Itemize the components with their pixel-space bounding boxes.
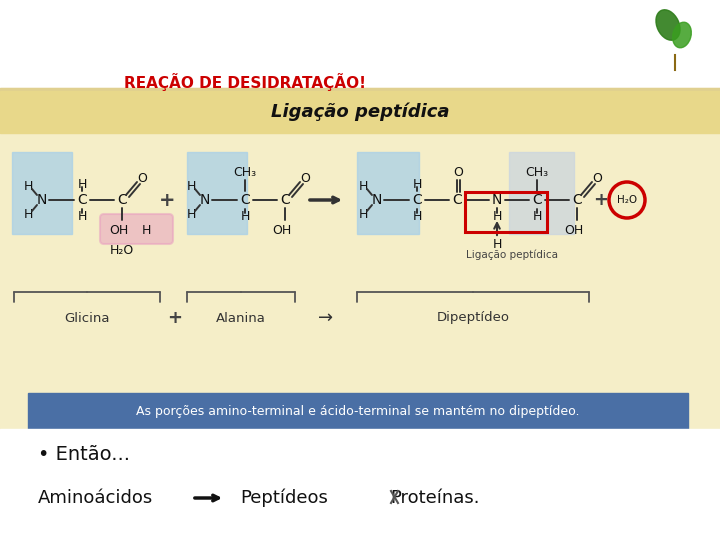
Ellipse shape [656,10,680,40]
Text: H: H [186,179,196,192]
Text: C: C [452,193,462,207]
Text: C: C [412,193,422,207]
Text: Alanina: Alanina [216,312,266,325]
Text: H: H [141,224,150,237]
Text: H: H [359,207,368,220]
Bar [0,91,720,133]
Text: Glicina: Glicina [64,312,109,325]
Bar [465,192,547,232]
Text: CH₃: CH₃ [526,165,549,179]
Bar [12,152,72,234]
Bar [0,429,720,540]
Text: As porções amino-terminal e ácido-terminal se mantém no dipeptídeo.: As porções amino-terminal e ácido-termin… [136,404,580,417]
Bar [509,152,574,234]
Text: C: C [572,193,582,207]
Text: C: C [77,193,87,207]
Text: Peptídeos: Peptídeos [240,489,328,507]
Text: H: H [532,210,541,222]
Text: C: C [532,193,542,207]
Text: H: H [492,239,502,252]
Bar [357,152,419,234]
Text: H: H [240,210,250,222]
Text: Aminoácidos: Aminoácidos [38,489,153,507]
Text: O: O [453,166,463,179]
Text: +: + [168,309,182,327]
Text: H: H [77,210,86,222]
Text: O: O [300,172,310,185]
Text: H: H [413,210,422,222]
Text: OH: OH [564,224,584,237]
FancyBboxPatch shape [100,214,173,244]
Text: OH: OH [109,224,129,237]
Bar [28,393,688,429]
Text: H: H [186,207,196,220]
Text: N: N [200,193,210,207]
Text: Proteínas.: Proteínas. [390,489,480,507]
Text: N: N [372,193,382,207]
Ellipse shape [672,22,691,48]
Text: CH₃: CH₃ [233,165,256,179]
Bar [0,88,720,91]
Text: REAÇÃO DE DESIDRATAÇÃO!: REAÇÃO DE DESIDRATAÇÃO! [124,73,366,91]
Text: H₂O: H₂O [617,195,637,205]
Text: C: C [280,193,290,207]
Text: H: H [413,178,422,191]
Text: OH: OH [272,224,292,237]
Text: H: H [23,207,32,220]
Text: H: H [492,210,502,222]
Text: H: H [77,178,86,191]
Text: H: H [23,179,32,192]
Text: C: C [117,193,127,207]
Text: • Então...: • Então... [38,446,130,464]
Bar [187,152,247,234]
Text: →: → [318,309,333,327]
Text: O: O [592,172,602,185]
Text: H: H [359,179,368,192]
Text: Ligação peptídica: Ligação peptídica [466,249,558,260]
Text: H₂O: H₂O [110,244,134,256]
Text: +: + [593,191,608,209]
Text: +: + [158,191,175,210]
Text: N: N [37,193,48,207]
Text: Dipeptídeo: Dipeptídeo [436,312,510,325]
Text: O: O [137,172,147,185]
Text: Ligação peptídica: Ligação peptídica [271,103,449,122]
Bar [0,88,720,438]
Text: C: C [240,193,250,207]
Text: N: N [492,193,502,207]
